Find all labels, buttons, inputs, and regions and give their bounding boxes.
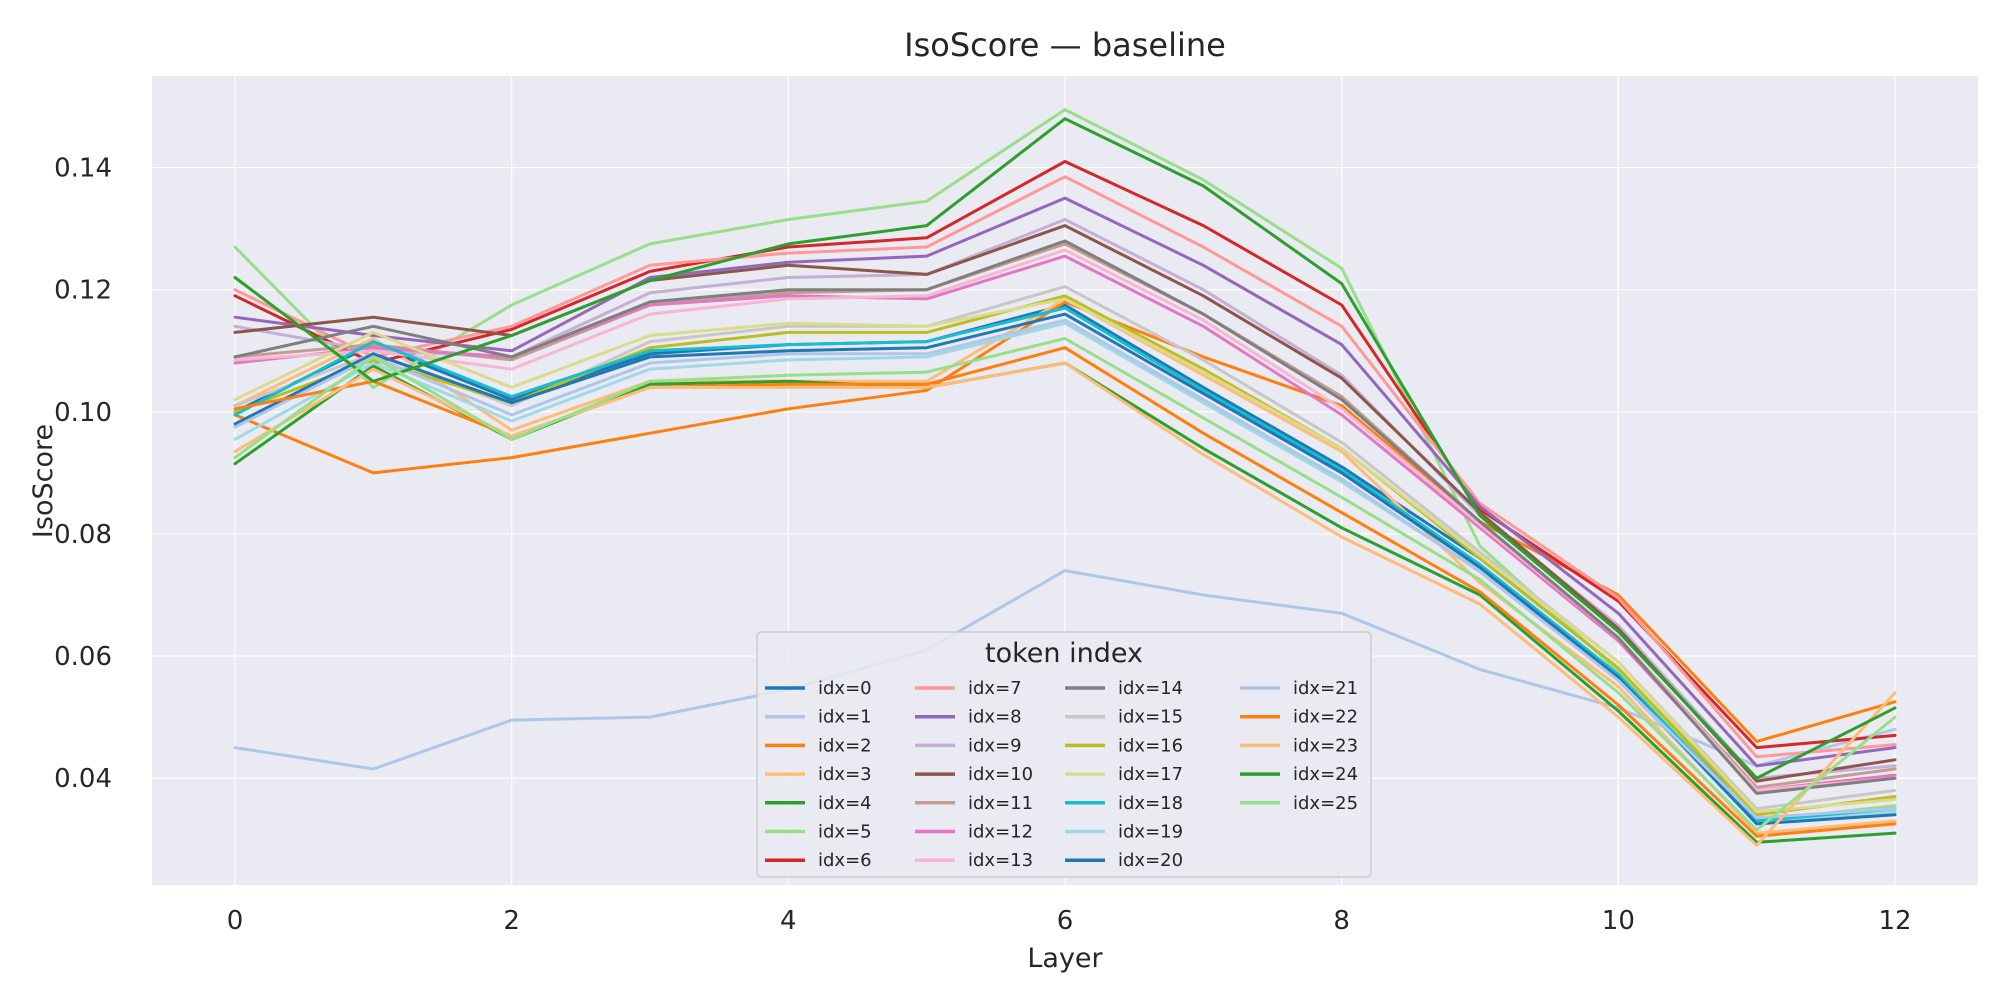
legend-item: idx=3	[765, 764, 872, 785]
y-axis-ticks: 0.04 0.06 0.08 0.10 0.12 0.14	[54, 154, 112, 795]
legend-label: idx=8	[968, 707, 1022, 728]
legend-item: idx=8	[915, 707, 1022, 728]
legend-label: idx=23	[1293, 735, 1358, 756]
legend-item: idx=25	[1240, 793, 1358, 814]
legend-item: idx=17	[1065, 764, 1183, 785]
grid-lines	[152, 76, 1978, 885]
legend-item: idx=11	[915, 793, 1033, 814]
legend-label: idx=5	[818, 822, 872, 843]
legend-label: idx=17	[1118, 764, 1183, 785]
y-tick-label: 0.04	[54, 764, 112, 794]
series-line-idx-5	[233, 108, 1897, 823]
legend-label: idx=24	[1293, 764, 1358, 785]
y-tick-label: 0.10	[54, 398, 112, 428]
series-line-idx-2	[233, 300, 1897, 743]
x-tick-label: 12	[1878, 906, 1911, 936]
legend-label: idx=13	[968, 850, 1033, 871]
legend-items: idx=0 idx=1 idx=2 idx=3 idx=4 idx=5 idx=6 idx=7…	[765, 678, 1358, 871]
legend-item: idx=15	[1065, 707, 1183, 728]
legend-item: idx=1	[765, 707, 872, 728]
legend-item: idx=23	[1240, 735, 1358, 756]
legend-item: idx=4	[765, 793, 872, 814]
legend-label: idx=18	[1118, 793, 1183, 814]
legend-label: idx=19	[1118, 822, 1183, 843]
legend-label: idx=10	[968, 764, 1033, 785]
legend-label: idx=4	[818, 793, 872, 814]
legend-label: idx=3	[818, 764, 872, 785]
legend-label: idx=9	[968, 735, 1022, 756]
x-tick-label: 0	[227, 906, 244, 936]
legend-item: idx=2	[765, 735, 872, 756]
legend-item: idx=5	[765, 822, 872, 843]
series-line-idx-20	[233, 312, 1897, 826]
legend-label: idx=12	[968, 822, 1033, 843]
series-line-idx-25	[233, 337, 1897, 832]
legend-label: idx=25	[1293, 793, 1358, 814]
y-axis-label: IsoScore	[28, 424, 59, 538]
legend-item: idx=22	[1240, 707, 1358, 728]
y-tick-label: 0.12	[54, 276, 112, 306]
legend-label: idx=20	[1118, 850, 1183, 871]
legend-item: idx=21	[1240, 678, 1358, 699]
series-line-idx-14	[233, 239, 1897, 795]
series-line-idx-23	[233, 361, 1897, 847]
series-line-idx-8	[233, 196, 1897, 768]
series-lines	[233, 108, 1897, 847]
legend-item: idx=9	[915, 735, 1022, 756]
x-axis-ticks: 0 2 4 6 8 10 12	[227, 906, 1912, 936]
legend-label: idx=21	[1293, 678, 1358, 699]
y-tick-label: 0.08	[54, 520, 112, 550]
legend-item: idx=14	[1065, 678, 1183, 699]
legend-item: idx=6	[765, 850, 872, 871]
legend-title: token index	[985, 638, 1143, 669]
legend-item: idx=20	[1065, 850, 1183, 871]
legend-label: idx=22	[1293, 707, 1358, 728]
x-tick-label: 8	[1333, 906, 1350, 936]
legend-label: idx=0	[818, 678, 872, 699]
legend-item: idx=18	[1065, 793, 1183, 814]
legend-label: idx=2	[818, 735, 872, 756]
x-tick-label: 2	[503, 906, 520, 936]
legend-label: idx=7	[968, 678, 1022, 699]
legend-box	[756, 631, 1372, 878]
legend-label: idx=6	[818, 850, 872, 871]
x-tick-label: 4	[780, 906, 797, 936]
legend-item: idx=0	[765, 678, 872, 699]
legend-item: idx=7	[915, 678, 1022, 699]
series-line-idx-21	[233, 318, 1897, 820]
series-line-idx-6	[233, 160, 1897, 750]
series-line-idx-7	[233, 175, 1897, 759]
legend-item: idx=12	[915, 822, 1033, 843]
legend-label: idx=15	[1118, 707, 1183, 728]
legend-item: idx=19	[1065, 822, 1183, 843]
chart-title: IsoScore — baseline	[904, 26, 1226, 64]
series-line-idx-17	[233, 297, 1897, 814]
legend-item: idx=16	[1065, 735, 1183, 756]
legend-item: idx=10	[915, 764, 1033, 785]
legend-label: idx=16	[1118, 735, 1183, 756]
series-line-idx-18	[233, 306, 1897, 823]
legend-item: idx=24	[1240, 764, 1358, 785]
y-tick-label: 0.14	[54, 154, 112, 184]
legend-item: idx=13	[915, 850, 1033, 871]
legend-label: idx=14	[1118, 678, 1183, 699]
x-axis-label: Layer	[1027, 943, 1103, 974]
legend-label: idx=11	[968, 793, 1033, 814]
y-tick-label: 0.06	[54, 642, 112, 672]
x-tick-label: 6	[1057, 906, 1074, 936]
x-tick-label: 10	[1602, 906, 1635, 936]
series-line-idx-24	[233, 117, 1897, 780]
legend: token index idx=0idx=1idx=2idx=3idx=4idx…	[756, 631, 1372, 878]
series-line-idx-1	[233, 569, 1897, 771]
legend-label: idx=1	[818, 707, 872, 728]
